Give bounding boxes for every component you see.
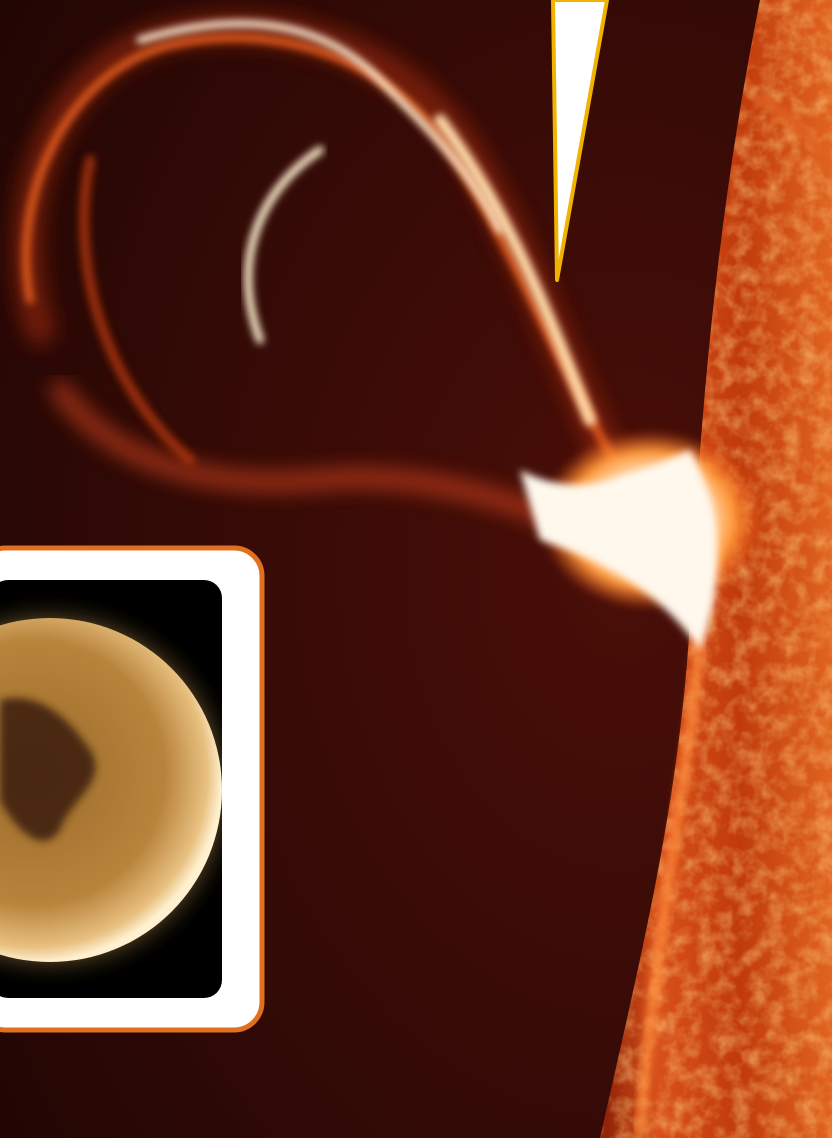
coronal-hole: [0, 698, 96, 841]
inset-panel: [0, 545, 265, 1033]
flare-bright: [520, 450, 718, 650]
flare-loops: [12, 12, 832, 1135]
callout-pointer: [551, 0, 609, 282]
